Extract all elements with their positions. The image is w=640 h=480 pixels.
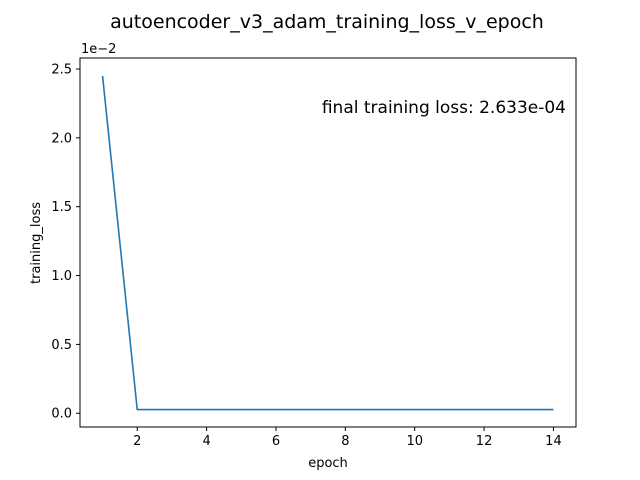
training-loss-line [101,75,554,411]
plot-area: 2 4 6 8 10 12 14 0.0 0.5 1.0 1.5 2.0 2.5 [51,57,577,449]
y-axis-offset-label: 1e−2 [81,42,116,57]
x-tick-label: 8 [341,434,349,449]
x-axis-title: epoch [308,456,348,471]
axes-frame [79,57,577,428]
chart-title: autoencoder_v3_adam_training_loss_v_epoc… [110,11,544,33]
y-tick-label: 0.5 [51,338,72,353]
y-tick-label: 1.5 [51,200,72,215]
x-tick-label: 6 [272,434,280,449]
x-tick-label: 12 [476,434,493,449]
x-tick-label: 14 [545,434,562,449]
y-tick-label: 1.0 [51,269,72,284]
x-axis-ticks: 2 4 6 8 10 12 14 [133,427,562,449]
y-tick-label: 2.5 [51,63,72,78]
final-loss-annotation: final training loss: 2.633e-04 [322,98,566,118]
y-axis-ticks: 0.0 0.5 1.0 1.5 2.0 2.5 [51,63,80,422]
y-tick-label: 2.0 [51,131,72,146]
x-tick-label: 4 [202,434,210,449]
series-layer [101,75,554,411]
y-axis-title: training_loss [29,202,44,284]
x-tick-label: 10 [406,434,423,449]
x-tick-label: 2 [133,434,141,449]
y-tick-label: 0.0 [51,407,72,422]
